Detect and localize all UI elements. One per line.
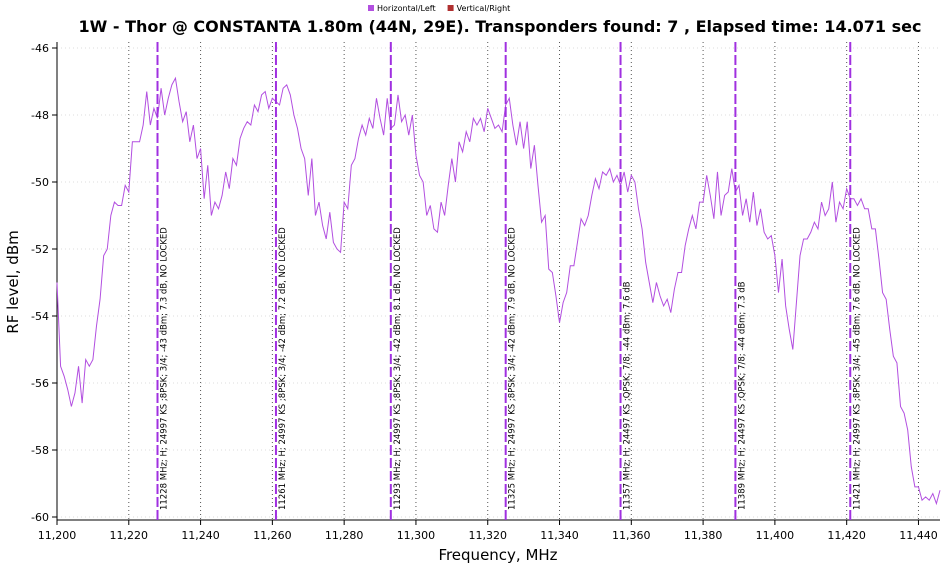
legend-label: Vertical/Right xyxy=(457,4,511,13)
transponder-label: 11228 MHz; H; 24997 KS ;8PSK; 3/4; -43 d… xyxy=(160,227,170,510)
transponder-label: 11421 MHz; H; 24997 KS ;8PSK; 3/4; -45 d… xyxy=(852,227,862,510)
legend-swatch xyxy=(368,5,374,11)
y-tick-label: -50 xyxy=(31,176,49,189)
y-tick-label: -58 xyxy=(31,444,49,457)
legend-swatch xyxy=(447,5,454,11)
x-tick-label: 11,420 xyxy=(827,529,866,542)
x-tick-label: 11,300 xyxy=(397,529,436,542)
y-axis-label: RF level, dBm xyxy=(4,230,22,333)
x-tick-label: 11,380 xyxy=(684,529,723,542)
y-tick-label: -60 xyxy=(31,511,49,524)
x-tick-label: 11,400 xyxy=(756,529,795,542)
x-tick-label: 11,360 xyxy=(612,529,651,542)
transponder-label: 11389 MHz; H; 24497 KS ;QPSK; 7/8; -44 d… xyxy=(737,281,747,510)
x-tick-label: 11,320 xyxy=(468,529,507,542)
x-tick-label: 11,240 xyxy=(181,529,220,542)
y-tick-label: -54 xyxy=(31,310,49,323)
x-tick-label: 11,200 xyxy=(38,529,77,542)
chart-title: 1W - Thor @ CONSTANTA 1.80m (44N, 29E). … xyxy=(79,17,922,36)
legend-label: Horizontal/Left xyxy=(377,4,436,13)
trace xyxy=(56,76,941,506)
y-tick-label: -56 xyxy=(31,377,49,390)
y-tick-label: -52 xyxy=(31,243,49,256)
transponder-label: 11325 MHz; H; 24997 KS ;8PSK; 3/4; -42 d… xyxy=(508,227,518,510)
transponder-label: 11293 MHz; H; 24997 KS ;8PSK; 3/4; -42 d… xyxy=(393,227,403,510)
x-tick-label: 11,260 xyxy=(253,529,292,542)
x-tick-label: 11,280 xyxy=(325,529,364,542)
x-tick-label: 11,340 xyxy=(540,529,579,542)
x-tick-label: 11,440 xyxy=(899,529,938,542)
y-tick-label: -48 xyxy=(31,109,49,122)
x-axis-label: Frequency, MHz xyxy=(438,546,557,564)
x-tick-label: 11,220 xyxy=(110,529,149,542)
transponder-label: 11357 MHz; H; 24497 KS ;QPSK; 7/8; -44 d… xyxy=(623,281,633,510)
y-tick-label: -46 xyxy=(31,42,49,55)
transponder-label: 11261 MHz; H; 24997 KS ;8PSK; 3/4; -42 d… xyxy=(278,227,288,510)
